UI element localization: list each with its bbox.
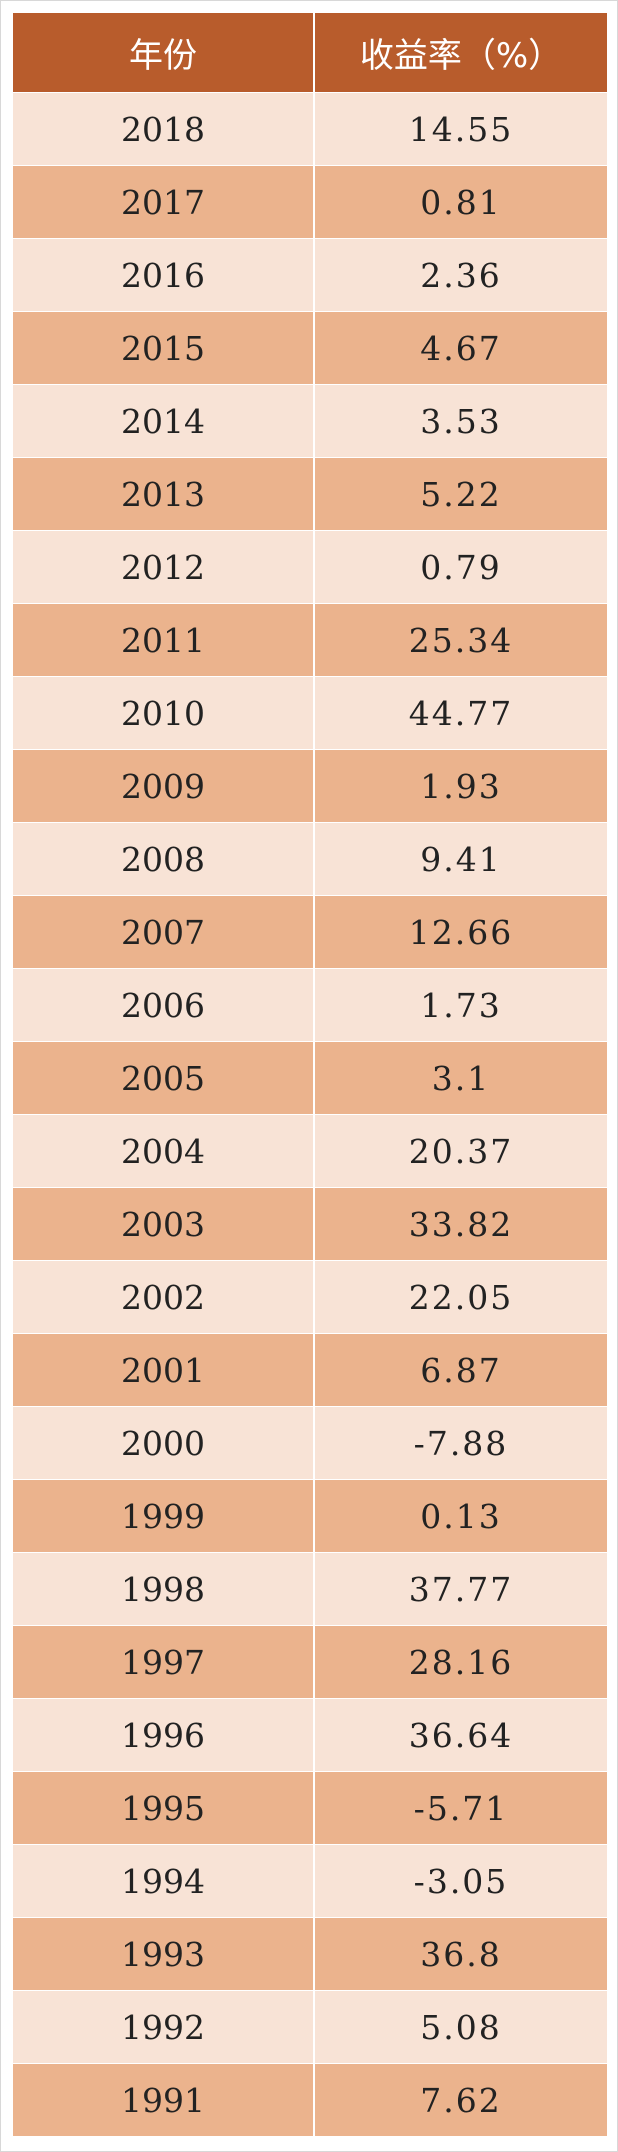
table-row: 2003 33.82 (13, 1187, 607, 1261)
rate-cell: 9.41 (314, 822, 607, 896)
year-cell: 2007 (13, 895, 315, 969)
year-cell: 2002 (13, 1260, 315, 1334)
table-row: 1997 28.16 (13, 1625, 607, 1699)
rate-cell: 22.05 (314, 1260, 607, 1334)
rate-cell: 28.16 (314, 1625, 607, 1699)
table-row: 2009 1.93 (13, 749, 607, 823)
year-cell: 2011 (13, 603, 315, 677)
year-cell: 2017 (13, 165, 315, 239)
rate-cell: 1.73 (314, 968, 607, 1042)
rate-cell: 20.37 (314, 1114, 607, 1188)
year-cell: 1999 (13, 1479, 315, 1553)
table-row: 2014 3.53 (13, 384, 607, 458)
rate-cell: 12.66 (314, 895, 607, 969)
table-row: 2015 4.67 (13, 311, 607, 385)
table-row: 2012 0.79 (13, 530, 607, 604)
header-row: 年份 收益率（%） (13, 13, 607, 93)
table-row: 2004 20.37 (13, 1114, 607, 1188)
year-cell: 1996 (13, 1698, 315, 1772)
year-cell: 2005 (13, 1041, 315, 1115)
table-row: 2007 12.66 (13, 895, 607, 969)
year-cell: 1998 (13, 1552, 315, 1626)
table-row: 1993 36.8 (13, 1917, 607, 1991)
year-cell: 2013 (13, 457, 315, 531)
rate-cell: 6.87 (314, 1333, 607, 1407)
rate-cell: -5.71 (314, 1771, 607, 1845)
year-cell: 2000 (13, 1406, 315, 1480)
year-cell: 2004 (13, 1114, 315, 1188)
rate-cell: 33.82 (314, 1187, 607, 1261)
year-cell: 2012 (13, 530, 315, 604)
rate-cell: 3.53 (314, 384, 607, 458)
rate-cell: 3.1 (314, 1041, 607, 1115)
rate-cell: 36.64 (314, 1698, 607, 1772)
year-cell: 2006 (13, 968, 315, 1042)
table-row: 2000 -7.88 (13, 1406, 607, 1480)
table-row: 2008 9.41 (13, 822, 607, 896)
year-cell: 1992 (13, 1990, 315, 2064)
table-row: 2016 2.36 (13, 238, 607, 312)
table-row: 1992 5.08 (13, 1990, 607, 2064)
table-header: 年份 收益率（%） (13, 13, 607, 93)
year-cell: 2014 (13, 384, 315, 458)
table-row: 2002 22.05 (13, 1260, 607, 1334)
rate-cell: 4.67 (314, 311, 607, 385)
table-row: 1994 -3.05 (13, 1844, 607, 1918)
returns-table: 年份 收益率（%） 2018 14.55 2017 0.81 2016 2.36 2015 4… (13, 13, 607, 2136)
year-cell: 2018 (13, 92, 315, 166)
rate-cell: 2.36 (314, 238, 607, 312)
rate-cell: -3.05 (314, 1844, 607, 1918)
table-row: 2006 1.73 (13, 968, 607, 1042)
year-cell: 2016 (13, 238, 315, 312)
table-row: 1998 37.77 (13, 1552, 607, 1626)
rate-cell: 1.93 (314, 749, 607, 823)
year-cell: 2008 (13, 822, 315, 896)
rate-cell: 25.34 (314, 603, 607, 677)
header-year: 年份 (13, 13, 315, 93)
rate-cell: 0.81 (314, 165, 607, 239)
year-cell: 1991 (13, 2063, 315, 2136)
rate-cell: 5.22 (314, 457, 607, 531)
header-rate: 收益率（%） (314, 13, 607, 93)
table-row: 1999 0.13 (13, 1479, 607, 1553)
table-row: 2017 0.81 (13, 165, 607, 239)
rate-cell: 0.13 (314, 1479, 607, 1553)
year-cell: 1994 (13, 1844, 315, 1918)
rate-cell: 37.77 (314, 1552, 607, 1626)
table-row: 2013 5.22 (13, 457, 607, 531)
table-row: 1991 7.62 (13, 2063, 607, 2136)
year-cell: 2001 (13, 1333, 315, 1407)
year-cell: 1995 (13, 1771, 315, 1845)
table-row: 1996 36.64 (13, 1698, 607, 1772)
table-row: 2005 3.1 (13, 1041, 607, 1115)
year-cell: 2003 (13, 1187, 315, 1261)
rate-cell: 0.79 (314, 530, 607, 604)
rate-cell: 7.62 (314, 2063, 607, 2136)
table-row: 2011 25.34 (13, 603, 607, 677)
table-row: 2001 6.87 (13, 1333, 607, 1407)
year-cell: 1993 (13, 1917, 315, 1991)
table-row: 2018 14.55 (13, 92, 607, 166)
year-cell: 2010 (13, 676, 315, 750)
year-cell: 2015 (13, 311, 315, 385)
table-row: 1995 -5.71 (13, 1771, 607, 1845)
year-cell: 1997 (13, 1625, 315, 1699)
year-cell: 2009 (13, 749, 315, 823)
rate-cell: 14.55 (314, 92, 607, 166)
table-row: 2010 44.77 (13, 676, 607, 750)
rate-cell: -7.88 (314, 1406, 607, 1480)
table-body: 2018 14.55 2017 0.81 2016 2.36 2015 4.67 2014 3.5… (13, 92, 607, 2136)
rate-cell: 5.08 (314, 1990, 607, 2064)
rate-cell: 36.8 (314, 1917, 607, 1991)
rate-cell: 44.77 (314, 676, 607, 750)
